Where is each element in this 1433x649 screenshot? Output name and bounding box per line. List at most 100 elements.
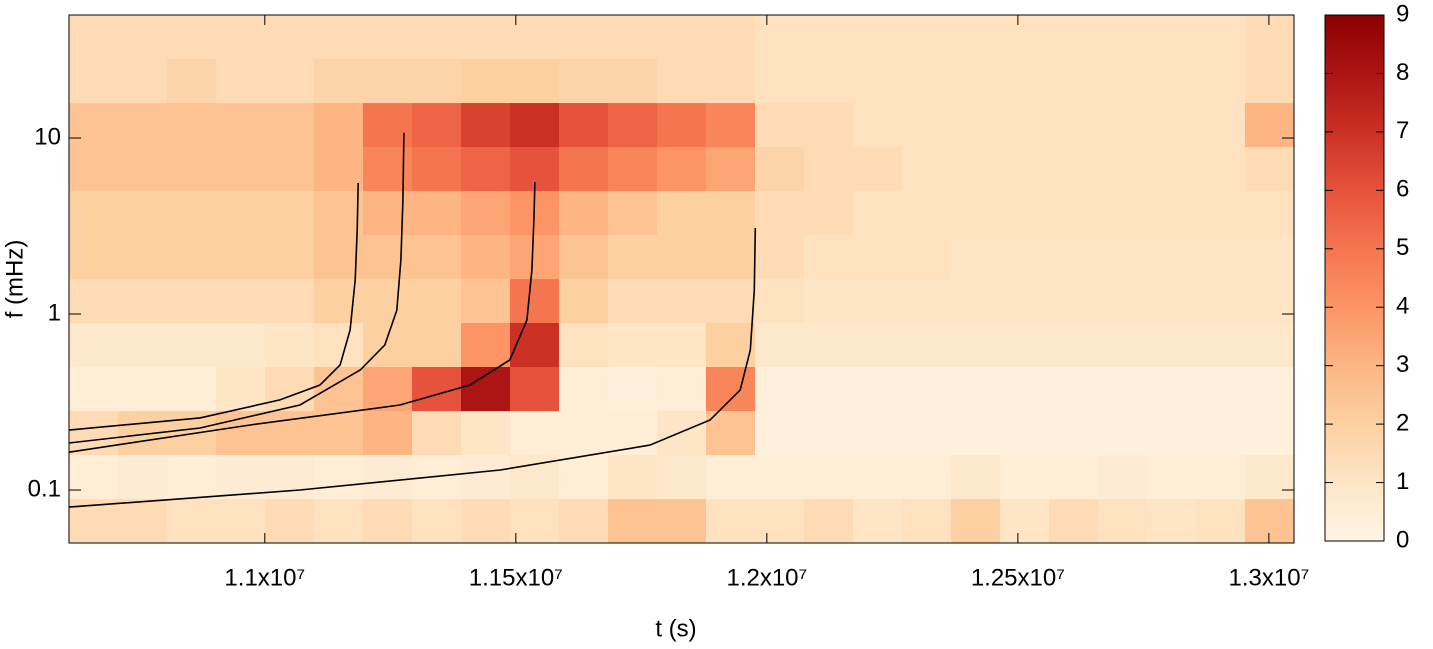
- heatmap-cell: [1000, 147, 1050, 192]
- heatmap-cell: [118, 103, 168, 148]
- heatmap-cell: [412, 499, 462, 544]
- heatmap-cell: [118, 279, 168, 324]
- heatmap-cell: [216, 59, 266, 104]
- heatmap-cell: [608, 147, 658, 192]
- heatmap-cell: [559, 455, 609, 500]
- heatmap-cell: [804, 279, 854, 324]
- heatmap-cell: [559, 279, 609, 324]
- heatmap-cell: [804, 147, 854, 192]
- heatmap-cell: [216, 103, 266, 148]
- heatmap-cell: [363, 103, 413, 148]
- heatmap-cell: [1147, 103, 1197, 148]
- heatmap-cell: [363, 367, 413, 412]
- heatmap-cell: [902, 323, 952, 368]
- heatmap-cell: [412, 279, 462, 324]
- heatmap-cell: [461, 235, 511, 280]
- heatmap-cell: [608, 279, 658, 324]
- heatmap-cell: [167, 103, 217, 148]
- heatmap-cell: [118, 15, 168, 60]
- heatmap-cell: [412, 15, 462, 60]
- heatmap-cell: [1196, 235, 1246, 280]
- heatmap-cell: [1245, 367, 1295, 412]
- heatmap-cell: [755, 235, 805, 280]
- heatmap-cell: [706, 59, 756, 104]
- heatmap-cell: [1049, 235, 1099, 280]
- colorbar-tick-label: 0: [1396, 526, 1409, 553]
- heatmap-cell: [1147, 59, 1197, 104]
- heatmap-cell: [1098, 103, 1148, 148]
- heatmap-cell: [1196, 411, 1246, 456]
- heatmap-cell: [1049, 323, 1099, 368]
- heatmap-cell: [363, 59, 413, 104]
- heatmap-cell: [559, 499, 609, 544]
- heatmap-cell: [608, 367, 658, 412]
- heatmap-cell: [559, 191, 609, 236]
- heatmap-cell: [412, 191, 462, 236]
- heatmap-cell: [412, 59, 462, 104]
- heatmap-cell: [951, 411, 1001, 456]
- chirp-line: [68, 182, 359, 431]
- heatmap-cell: [1098, 367, 1148, 412]
- heatmap-cell: [902, 59, 952, 104]
- y-tick-label: 10: [34, 123, 61, 150]
- heatmap-cell: [1049, 499, 1099, 544]
- heatmap-cell: [608, 499, 658, 544]
- heatmap-cell: [314, 279, 364, 324]
- heatmap-cell: [657, 499, 707, 544]
- heatmap-cell: [1196, 147, 1246, 192]
- heatmap-cell: [853, 15, 903, 60]
- heatmap-cell: [118, 59, 168, 104]
- heatmap-cell: [755, 411, 805, 456]
- heatmap-cell: [755, 191, 805, 236]
- heatmap-cell: [608, 455, 658, 500]
- heatmap-cell: [69, 323, 119, 368]
- heatmap-cell: [951, 103, 1001, 148]
- heatmap-cell: [510, 367, 560, 412]
- heatmap-cell: [118, 499, 168, 544]
- heatmap-cell: [1049, 367, 1099, 412]
- colorbar-tick-label: 6: [1396, 176, 1409, 203]
- heatmap-cell: [853, 59, 903, 104]
- heatmap-cell: [461, 411, 511, 456]
- heatmap-cell: [118, 191, 168, 236]
- heatmap-cell: [902, 147, 952, 192]
- heatmap-cell: [1147, 323, 1197, 368]
- heatmap-cell: [216, 279, 266, 324]
- heatmap-cell: [706, 103, 756, 148]
- heatmap-cell: [853, 411, 903, 456]
- heatmap-cell: [902, 191, 952, 236]
- y-tick-label: 0.1: [28, 475, 61, 502]
- heatmap-cell: [1245, 59, 1295, 104]
- heatmap-cell: [265, 15, 315, 60]
- heatmap-cell: [706, 235, 756, 280]
- heatmap-cell: [412, 103, 462, 148]
- heatmap-cell: [167, 235, 217, 280]
- heatmap-cell: [118, 455, 168, 500]
- x-tick-label: 1.3x10⁷: [1229, 564, 1310, 591]
- heatmap-cell: [167, 367, 217, 412]
- heatmap-cell: [167, 279, 217, 324]
- heatmap-cell: [1147, 235, 1197, 280]
- heatmap-cell: [657, 191, 707, 236]
- heatmap-cell: [510, 323, 560, 368]
- heatmap-cell: [1147, 411, 1197, 456]
- heatmap-cell: [755, 323, 805, 368]
- x-tick-label: 1.15x10⁷: [469, 564, 563, 591]
- heatmap-cell: [608, 323, 658, 368]
- x-axis-label: t (s): [655, 615, 696, 642]
- heatmap-cell: [1000, 411, 1050, 456]
- heatmap-cell: [657, 367, 707, 412]
- heatmap-cell: [853, 279, 903, 324]
- colorbar-tick-label: 1: [1396, 468, 1409, 495]
- heatmap-cell: [608, 15, 658, 60]
- heatmap-cell: [804, 59, 854, 104]
- heatmap-cell: [706, 191, 756, 236]
- heatmap-cell: [1049, 191, 1099, 236]
- heatmap-cell: [461, 59, 511, 104]
- heatmap-cell: [363, 411, 413, 456]
- heatmap-cell: [363, 455, 413, 500]
- heatmap-cell: [265, 59, 315, 104]
- heatmap-cell: [1098, 411, 1148, 456]
- heatmap-cell: [706, 455, 756, 500]
